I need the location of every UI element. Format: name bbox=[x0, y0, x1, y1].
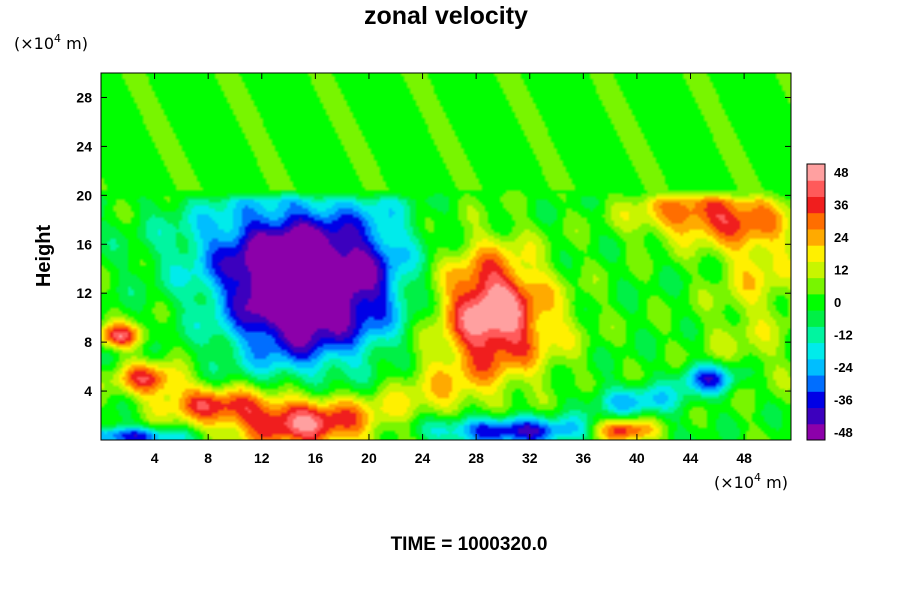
colorbar-ticks: 48 36 24 12 0 -12 -24 -36 -48 bbox=[834, 165, 854, 440]
x-axis-unit: (×104 m) bbox=[714, 471, 788, 492]
colorbar-band bbox=[807, 180, 825, 197]
y-tick-label: 12 bbox=[76, 285, 92, 301]
colorbar-tick-label: 36 bbox=[834, 198, 848, 213]
colorbar-tick-label: -12 bbox=[834, 327, 853, 342]
plot-frame bbox=[100, 72, 792, 441]
x-tick-label: 20 bbox=[361, 450, 377, 466]
y-tick-label: 28 bbox=[76, 89, 92, 105]
colorbar-tick-label: 0 bbox=[834, 295, 841, 310]
colorbar-band bbox=[807, 423, 825, 441]
velocity-field-image bbox=[101, 73, 791, 440]
colorbar-band bbox=[807, 375, 825, 392]
colorbar-band bbox=[807, 358, 825, 376]
y-tick-label: 24 bbox=[76, 138, 92, 154]
colorbar-tick-label: 12 bbox=[834, 263, 848, 278]
time-annotation: TIME = 1000320.0 bbox=[391, 534, 548, 555]
chart-title: zonal velocity bbox=[364, 2, 528, 30]
x-tick-label: 48 bbox=[736, 450, 752, 466]
colorbar-tick-label: -24 bbox=[834, 360, 854, 375]
colorbar-band bbox=[807, 310, 825, 327]
colorbar-band bbox=[807, 407, 825, 425]
colorbar-band bbox=[807, 261, 825, 279]
colorbar-band bbox=[807, 293, 825, 311]
colorbar-band bbox=[807, 342, 825, 360]
colorbar-tick-label: 48 bbox=[834, 165, 848, 180]
colorbar-band bbox=[807, 228, 825, 246]
colorbar-frame bbox=[806, 163, 826, 441]
colorbar-band bbox=[807, 164, 825, 181]
x-tick-label: 16 bbox=[308, 450, 324, 466]
y-tick-label: 16 bbox=[76, 236, 92, 252]
y-tick-label: 8 bbox=[84, 334, 92, 350]
colorbar-band bbox=[807, 277, 825, 295]
y-axis-label: Height bbox=[33, 225, 55, 288]
x-tick-label: 28 bbox=[468, 450, 484, 466]
colorbar: 48 36 24 12 0 -12 -24 -36 -48 bbox=[806, 163, 854, 441]
x-tick-label: 4 bbox=[151, 450, 159, 466]
x-tick-label: 36 bbox=[576, 450, 592, 466]
colorbar-bands bbox=[807, 164, 825, 441]
colorbar-band bbox=[807, 212, 825, 230]
x-tick-label: 24 bbox=[415, 450, 431, 466]
colorbar-band bbox=[807, 391, 825, 409]
x-tick-label: 12 bbox=[254, 450, 270, 466]
y-axis-unit: (×104 m) bbox=[14, 32, 88, 53]
y-tick-label: 20 bbox=[76, 187, 92, 203]
y-axis-ticks: 4 8 12 16 20 24 28 bbox=[76, 89, 791, 399]
x-tick-label: 32 bbox=[522, 450, 538, 466]
colorbar-band bbox=[807, 245, 825, 262]
x-axis-ticks: 4 8 12 16 20 24 28 32 36 40 44 48 bbox=[151, 73, 752, 466]
colorbar-tick-label: -36 bbox=[834, 392, 853, 407]
x-tick-label: 44 bbox=[683, 450, 699, 466]
colorbar-tick-label: -48 bbox=[834, 425, 853, 440]
x-tick-label: 8 bbox=[204, 450, 212, 466]
colorbar-band bbox=[807, 326, 825, 344]
colorbar-tick-label: 24 bbox=[834, 230, 849, 245]
colorbar-band bbox=[807, 196, 825, 214]
plot-area bbox=[100, 72, 792, 441]
x-tick-label: 40 bbox=[629, 450, 645, 466]
y-tick-label: 4 bbox=[84, 383, 92, 399]
